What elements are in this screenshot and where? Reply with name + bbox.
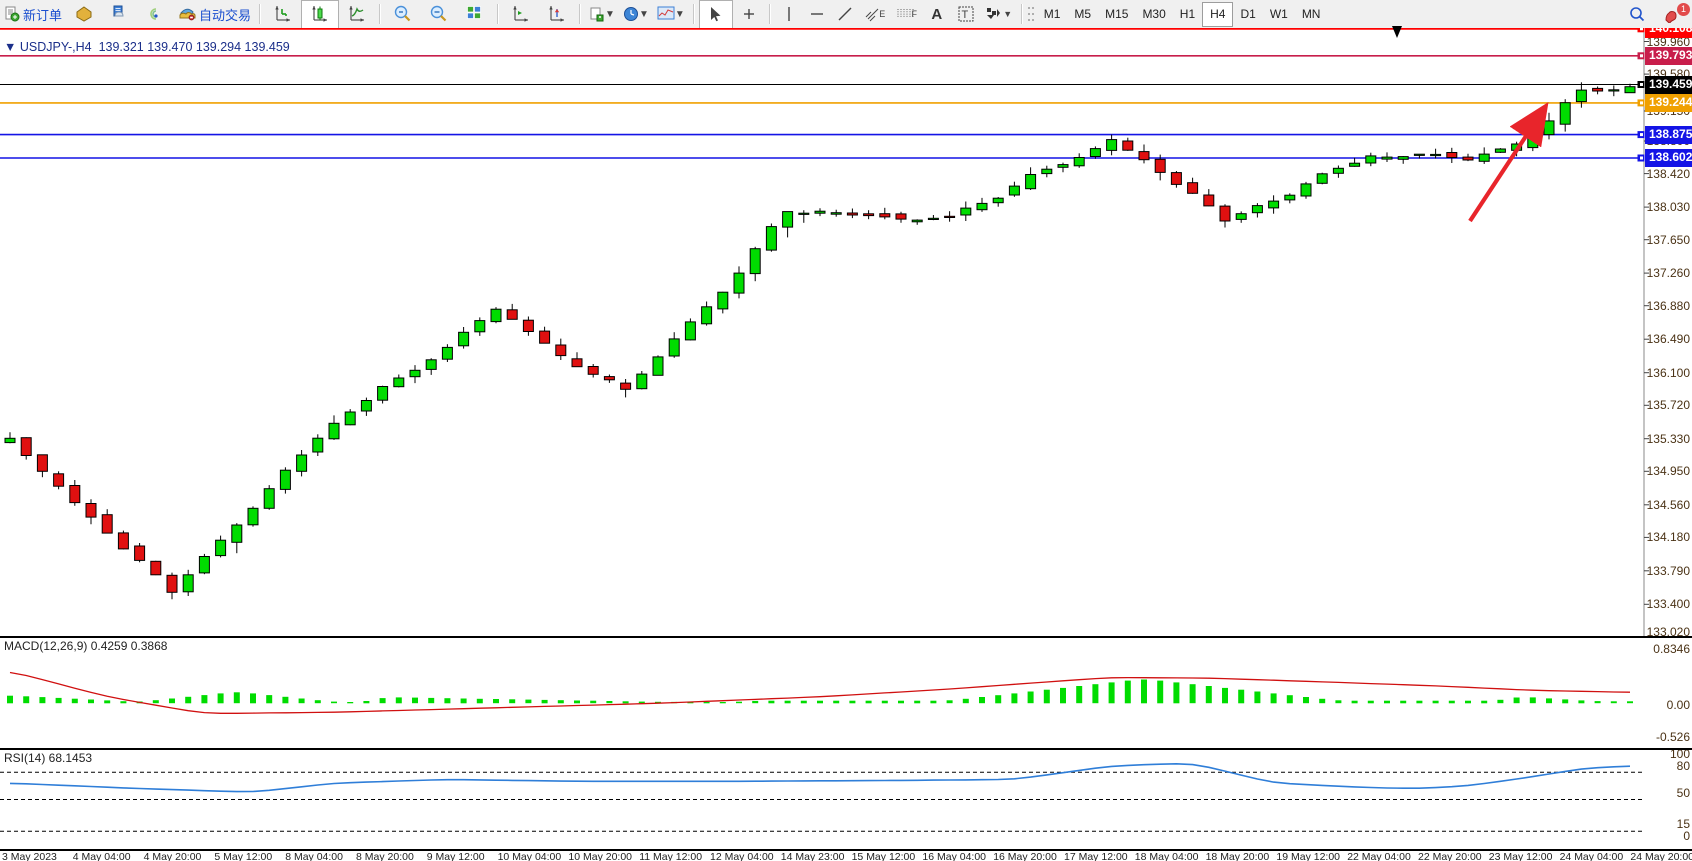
svg-text:T: T xyxy=(961,9,968,21)
